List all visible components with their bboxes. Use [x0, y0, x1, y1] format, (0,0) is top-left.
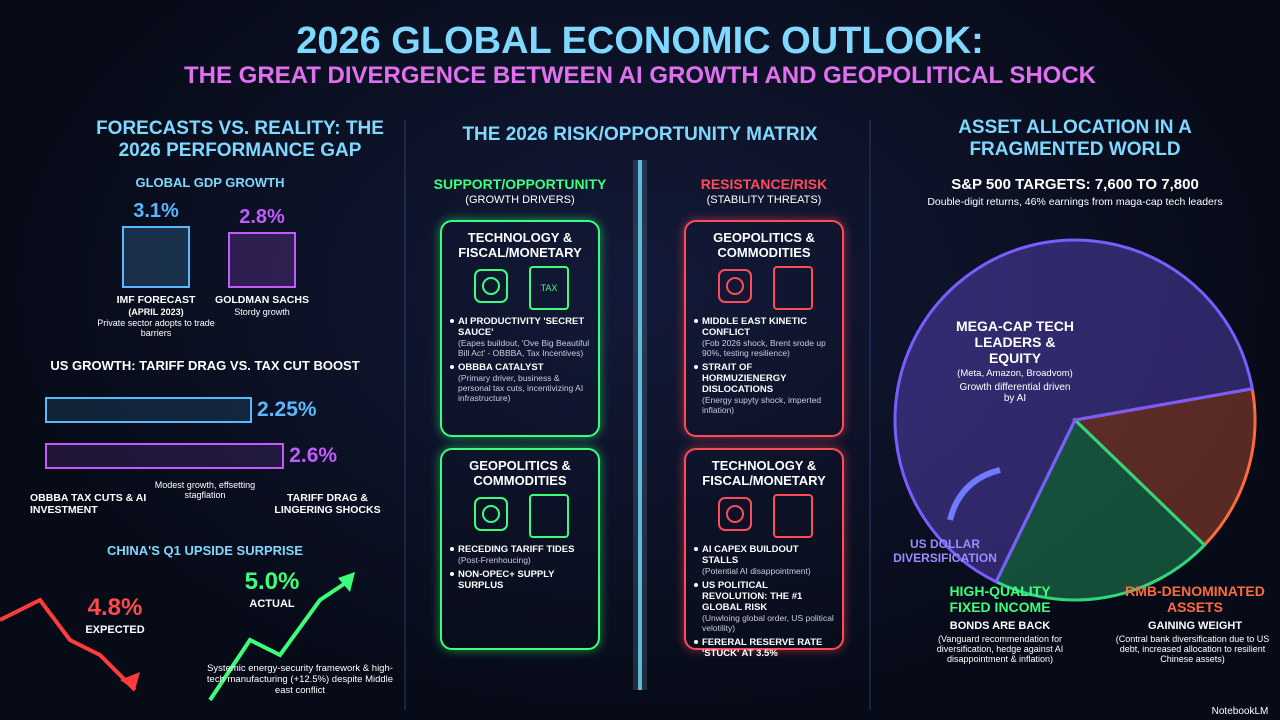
bullet-head: NON-OPEC+ SUPPLY SURPLUS — [458, 569, 555, 591]
pie-segment — [994, 417, 1207, 602]
gdp-bar — [228, 232, 296, 288]
bullet-detail: (Primary driver, business & personal tax… — [458, 373, 584, 403]
targets: S&P 500 TARGETS: 7,600 TO 7,800 — [951, 176, 1199, 193]
bullet-head: AI CAPEX BUILDOUT STALLS — [702, 544, 799, 566]
actual-value: 5.0% — [244, 568, 300, 595]
icon — [773, 266, 813, 310]
us-value: 2.25% — [257, 398, 317, 421]
bullet: AI PRODUCTIVITY 'SECRET SAUCE' (Eapes bui… — [450, 316, 590, 358]
segment-note: Growth differential driven by AI — [959, 382, 1071, 404]
bullet-head: STRAIT OF HORMUZIENERGY DISLOCATIONS — [702, 362, 787, 395]
bullet: AI CAPEX BUILDOUT STALLS (Potential AI di… — [694, 544, 834, 576]
gdp-sub: (APRIL 2023) — [128, 307, 184, 317]
bullet-head: MIDDLE EAST KINETIC CONFLICT — [702, 316, 808, 338]
targets-note: Double-digit returns, 46% earnings from … — [927, 196, 1223, 208]
bullet-detail: (Potential AI disappointment) — [702, 566, 811, 576]
bullet: FERERAL RESERVE RATE 'STUCK' AT 3.5% — [694, 637, 834, 659]
bullet: MIDDLE EAST KINETIC CONFLICT (Fob 2026 sh… — [694, 316, 834, 358]
icon — [529, 494, 569, 538]
bullet: OBBBA CATALYST (Primary driver, business … — [450, 362, 590, 403]
segment-note: (Vanguard recommendation for diversifica… — [936, 634, 1064, 664]
bullet: RECEDING TARIFF TIDES (Post-Frenhoucing) — [450, 544, 590, 565]
pie-segment — [1071, 387, 1257, 548]
icon: TAX — [529, 266, 569, 310]
bullet-detail: (Eapes buildout, 'Ove Big Beautiful Bill… — [458, 338, 590, 358]
gdp-value: 2.8% — [239, 206, 285, 228]
us-right: TARIFF DRAG & LINGERING SHOCKS — [274, 492, 381, 516]
gdp-note: Stordy growth — [234, 307, 290, 317]
china-note: Systemic energy-security framework & hig… — [206, 663, 394, 696]
dollar-label: US DOLLAR DIVERSIFICATION — [893, 537, 997, 565]
china-title: CHINA'S Q1 UPSIDE SURPRISE — [107, 543, 303, 558]
bullet-head: US POLITICAL REVOLUTION: THE #1 GLOBAL R… — [702, 580, 803, 613]
us-left: OBBBA TAX CUTS & AI INVESTMENT — [30, 492, 147, 516]
segment-name: MEGA-CAP TECH LEADERS & EQUITY — [956, 318, 1074, 366]
segment-head: BONDS ARE BACK — [949, 620, 1051, 632]
actual-name: ACTUAL — [249, 598, 295, 610]
bullet-detail: (Unwloing global order, US political vel… — [702, 613, 834, 633]
segment-name: HIGH-QUALITY FIXED INCOME — [949, 583, 1051, 615]
gdp-name: GOLDMAN SACHS — [215, 294, 309, 306]
card: GEOPOLITICS & COMMODITIES MIDDLE EAST KIN… — [684, 220, 844, 437]
card-title: GEOPOLITICS & COMMODITIES — [713, 230, 815, 260]
icons — [450, 494, 590, 538]
icon — [773, 494, 813, 538]
column-title: SUPPORT/OPPORTUNITY — [433, 176, 607, 192]
subtitle: THE GREAT DIVERGENCE BETWEEN AI GROWTH A… — [183, 62, 1097, 89]
column-title: RESISTANCE/RISK — [700, 176, 828, 192]
card: TECHNOLOGY & FISCAL/MONETARY AI CAPEX BUI… — [684, 448, 844, 659]
card: GEOPOLITICS & COMMODITIES RECEDING TARIFF… — [440, 448, 600, 650]
us-mid: Modest growth, effsetting stagflation — [154, 480, 256, 500]
icons: TAX — [450, 266, 590, 310]
gdp-value: 3.1% — [133, 200, 179, 222]
bullet: NON-OPEC+ SUPPLY SURPLUS — [450, 569, 590, 591]
matrix-title: THE 2026 RISK/OPPORTUNITY MATRIX — [462, 124, 818, 145]
card-title: TECHNOLOGY & FISCAL/MONETARY — [458, 230, 582, 260]
bullet-head: OBBBA CATALYST — [458, 362, 544, 373]
gdp-bar — [122, 226, 190, 288]
bullet-detail: (Post-Frenhoucing) — [458, 555, 531, 565]
segment-head: (Meta, Amazon, Broadvom) — [957, 368, 1073, 379]
us-value: 2.6% — [289, 444, 338, 467]
icons — [694, 494, 834, 538]
panel-title: ASSET ALLOCATION IN A FRAGMENTED WORLD — [958, 117, 1192, 160]
gdp-title: GLOBAL GDP GROWTH — [135, 175, 285, 190]
column-subtitle: (GROWTH DRIVERS) — [465, 194, 575, 206]
us-bar — [45, 397, 252, 423]
bullet-head: FERERAL RESERVE RATE 'STUCK' AT 3.5% — [702, 637, 823, 659]
column-subtitle: (STABILITY THREATS) — [706, 194, 822, 206]
card-title: TECHNOLOGY & FISCAL/MONETARY — [702, 458, 826, 488]
card-title: GEOPOLITICS & COMMODITIES — [469, 458, 571, 488]
icons — [694, 266, 834, 310]
gdp-name: IMF FORECAST — [116, 294, 196, 306]
bullet: STRAIT OF HORMUZIENERGY DISLOCATIONS (Ene… — [694, 362, 834, 415]
expected-value: 4.8% — [87, 594, 143, 621]
us-bar — [45, 443, 285, 469]
pie-segment — [893, 238, 1255, 584]
bullet-head: AI PRODUCTIVITY 'SECRET SAUCE' — [458, 316, 585, 338]
bullet-detail: (Energy supyty shock, imperted inflation… — [702, 395, 822, 415]
bullet-head: RECEDING TARIFF TIDES — [458, 544, 575, 555]
us-title: US GROWTH: TARIFF DRAG VS. TAX CUT BOOST — [50, 358, 360, 373]
segment-head: GAINING WEIGHT — [1147, 620, 1243, 632]
segment-name: RMB-DENOMINATED ASSETS — [1125, 583, 1265, 615]
footer: NotebookLM — [1211, 706, 1269, 717]
title: 2026 GLOBAL ECONOMIC OUTLOOK: — [296, 20, 984, 62]
gdp-note: Private sector adopts to trade barriers — [97, 318, 215, 338]
card: TECHNOLOGY & FISCAL/MONETARY TAX AI PRODUC… — [440, 220, 600, 437]
segment-note: (Contral bank diversification due to US … — [1115, 634, 1270, 664]
expected-name: EXPECTED — [85, 624, 145, 636]
bullet: US POLITICAL REVOLUTION: THE #1 GLOBAL R… — [694, 580, 834, 633]
panel-title: FORECASTS VS. REALITY: THE 2026 PERFORMA… — [96, 118, 384, 161]
bullet-detail: (Fob 2026 shock, Brent srode up 90%, tes… — [702, 338, 826, 358]
